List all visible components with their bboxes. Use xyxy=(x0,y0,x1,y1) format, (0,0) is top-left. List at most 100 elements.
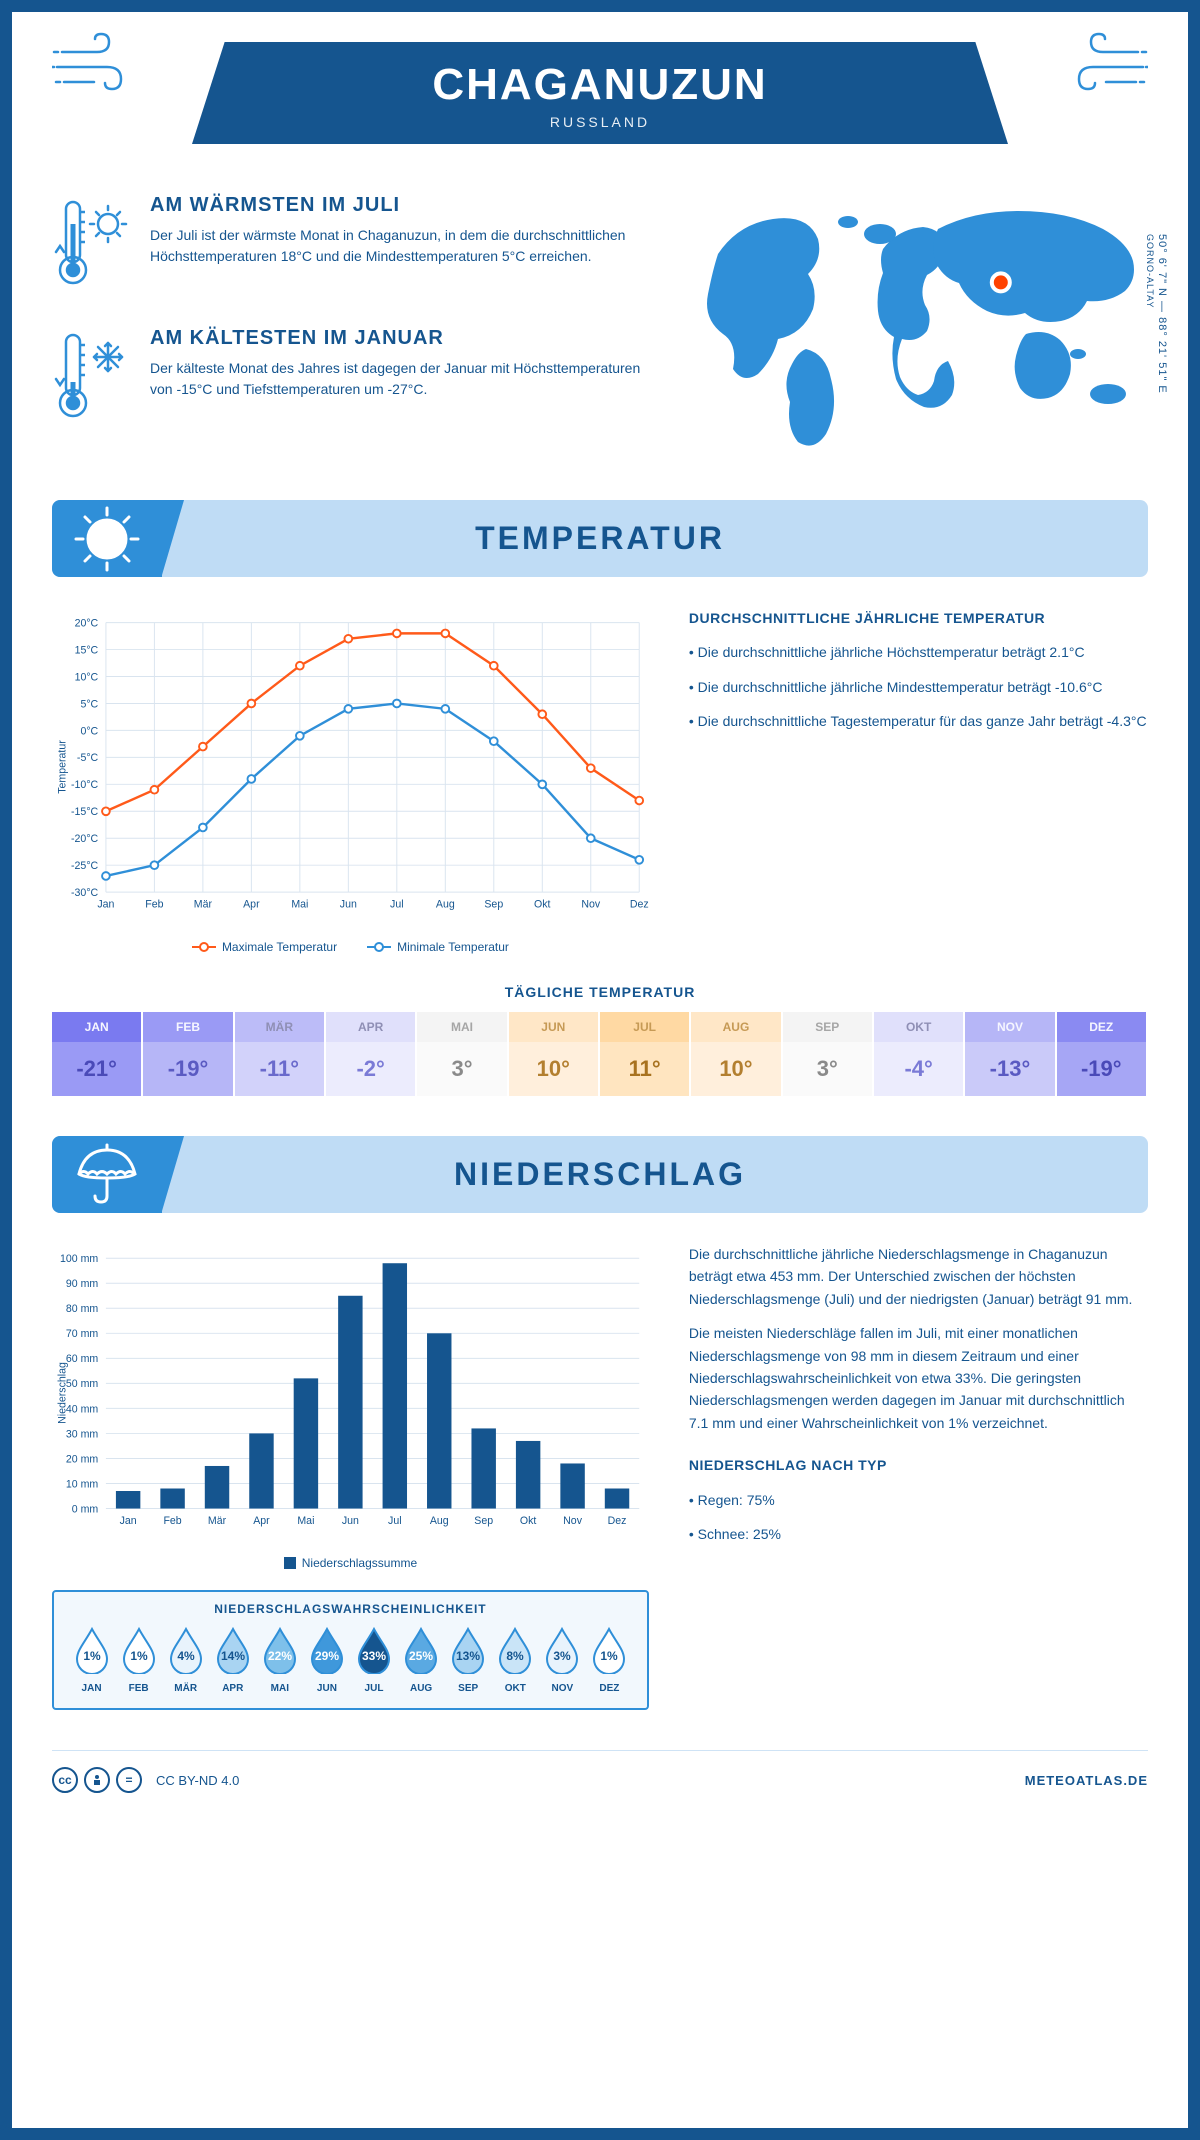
svg-text:5°C: 5°C xyxy=(80,698,98,710)
temp-cell: NOV -13° xyxy=(965,1012,1056,1096)
thermometer-sun-icon xyxy=(52,194,132,299)
svg-text:Dez: Dez xyxy=(608,1515,627,1527)
svg-text:60 mm: 60 mm xyxy=(66,1353,99,1365)
svg-text:Apr: Apr xyxy=(253,1515,270,1527)
svg-text:10°C: 10°C xyxy=(75,671,99,683)
svg-text:Jul: Jul xyxy=(390,899,404,911)
license-block: cc = CC BY-ND 4.0 xyxy=(52,1767,239,1793)
footer: cc = CC BY-ND 4.0 METEOATLAS.DE xyxy=(52,1750,1148,1793)
precip-text-col: Die durchschnittliche jährliche Niedersc… xyxy=(689,1243,1148,1710)
city-title: CHAGANUZUN xyxy=(192,60,1008,110)
temp-cell: AUG 10° xyxy=(691,1012,782,1096)
thermometer-snow-icon xyxy=(52,327,132,432)
wind-icon-right xyxy=(1048,32,1148,102)
svg-text:Okt: Okt xyxy=(534,899,551,911)
header: CHAGANUZUN RUSSLAND xyxy=(12,12,1188,164)
fact-cold-title: AM KÄLTESTEN IM JANUAR xyxy=(150,327,658,350)
svg-text:13%: 13% xyxy=(456,1649,480,1663)
svg-text:-10°C: -10°C xyxy=(71,779,99,791)
svg-text:Aug: Aug xyxy=(430,1515,449,1527)
temp-cell: OKT -4° xyxy=(874,1012,965,1096)
drop-item: 25% AUG xyxy=(398,1626,445,1694)
fact-warm-title: AM WÄRMSTEN IM JULI xyxy=(150,194,658,217)
raindrop-icon: 1% xyxy=(73,1626,111,1674)
fact-warm-text: Der Juli ist der wärmste Monat in Chagan… xyxy=(150,225,658,267)
svg-text:0 mm: 0 mm xyxy=(72,1503,99,1515)
title-ribbon: CHAGANUZUN RUSSLAND xyxy=(192,42,1008,144)
svg-text:Okt: Okt xyxy=(520,1515,537,1527)
precip-legend: Niederschlagssumme xyxy=(52,1556,649,1570)
precip-text-1: Die durchschnittliche jährliche Niedersc… xyxy=(689,1243,1148,1310)
precip-chart-col: 0 mm10 mm20 mm30 mm40 mm50 mm60 mm70 mm8… xyxy=(52,1243,649,1710)
raindrop-icon: 22% xyxy=(261,1626,299,1674)
temp-cell: MAI 3° xyxy=(417,1012,508,1096)
svg-text:Nov: Nov xyxy=(563,1515,583,1527)
svg-text:100 mm: 100 mm xyxy=(60,1253,98,1265)
drop-item: 4% MÄR xyxy=(162,1626,209,1694)
svg-text:40 mm: 40 mm xyxy=(66,1403,99,1415)
sun-icon xyxy=(52,500,162,577)
svg-text:Jun: Jun xyxy=(342,1515,359,1527)
svg-text:Niederschlag: Niederschlag xyxy=(56,1362,68,1424)
svg-text:Apr: Apr xyxy=(243,899,260,911)
svg-text:0°C: 0°C xyxy=(80,725,98,737)
svg-text:-15°C: -15°C xyxy=(71,806,99,818)
precip-content: 0 mm10 mm20 mm30 mm40 mm50 mm60 mm70 mm8… xyxy=(52,1243,1148,1710)
raindrop-icon: 1% xyxy=(120,1626,158,1674)
daily-temp-title: TÄGLICHE TEMPERATUR xyxy=(52,984,1148,1000)
temp-stats-title: DURCHSCHNITTLICHE JÄHRLICHE TEMPERATUR xyxy=(689,607,1148,629)
temperature-stats: DURCHSCHNITTLICHE JÄHRLICHE TEMPERATUR •… xyxy=(689,607,1148,954)
svg-text:Dez: Dez xyxy=(630,899,649,911)
svg-text:14%: 14% xyxy=(221,1649,245,1663)
svg-text:15°C: 15°C xyxy=(75,644,99,656)
drop-item: 13% SEP xyxy=(445,1626,492,1694)
drop-item: 1% FEB xyxy=(115,1626,162,1694)
fact-warmest: AM WÄRMSTEN IM JULI Der Juli ist der wär… xyxy=(52,194,658,299)
svg-text:Jul: Jul xyxy=(388,1515,402,1527)
coordinates-label: 50° 6' 7" N — 88° 21' 51" E GORNO-ALTAY xyxy=(1144,234,1168,394)
svg-text:Feb: Feb xyxy=(145,899,163,911)
temperature-chart: -30°C-25°C-20°C-15°C-10°C-5°C0°C5°C10°C1… xyxy=(52,607,649,954)
temp-bullet-0: • Die durchschnittliche jährliche Höchst… xyxy=(689,641,1148,663)
wind-icon-left xyxy=(52,32,152,102)
precip-type-1: • Schnee: 25% xyxy=(689,1523,1148,1545)
svg-text:80 mm: 80 mm xyxy=(66,1303,99,1315)
fact-cold-text: Der kälteste Monat des Jahres ist dagege… xyxy=(150,358,658,400)
svg-text:50 mm: 50 mm xyxy=(66,1378,99,1390)
svg-text:4%: 4% xyxy=(177,1649,195,1663)
svg-text:Feb: Feb xyxy=(163,1515,181,1527)
precip-drops-row: 1% JAN 1% FEB 4% MÄR 14% APR 22% xyxy=(68,1626,633,1694)
umbrella-icon xyxy=(52,1136,162,1213)
raindrop-icon: 13% xyxy=(449,1626,487,1674)
svg-text:Mai: Mai xyxy=(297,1515,314,1527)
svg-text:-30°C: -30°C xyxy=(71,887,99,899)
location-marker-icon xyxy=(992,273,1010,291)
facts-column: AM WÄRMSTEN IM JULI Der Juli ist der wär… xyxy=(52,194,658,460)
precip-type-0: • Regen: 75% xyxy=(689,1489,1148,1511)
svg-text:Mai: Mai xyxy=(291,899,308,911)
site-name: METEOATLAS.DE xyxy=(1025,1773,1148,1788)
page: CHAGANUZUN RUSSLAND xyxy=(0,0,1200,2140)
svg-text:33%: 33% xyxy=(362,1649,386,1663)
precip-banner: NIEDERSCHLAG xyxy=(52,1136,1148,1213)
temp-cell: JUL 11° xyxy=(600,1012,691,1096)
temp-cell: MÄR -11° xyxy=(235,1012,326,1096)
fact-coldest: AM KÄLTESTEN IM JANUAR Der kälteste Mona… xyxy=(52,327,658,432)
country-subtitle: RUSSLAND xyxy=(192,114,1008,130)
svg-text:Jan: Jan xyxy=(120,1515,137,1527)
svg-text:10 mm: 10 mm xyxy=(66,1478,99,1490)
drop-item: 14% APR xyxy=(209,1626,256,1694)
svg-text:-20°C: -20°C xyxy=(71,833,99,845)
svg-text:Mär: Mär xyxy=(208,1515,227,1527)
nd-icon: = xyxy=(116,1767,142,1793)
svg-text:20 mm: 20 mm xyxy=(66,1453,99,1465)
drop-item: 1% DEZ xyxy=(586,1626,633,1694)
svg-text:90 mm: 90 mm xyxy=(66,1278,99,1290)
svg-text:Sep: Sep xyxy=(484,899,503,911)
raindrop-icon: 3% xyxy=(543,1626,581,1674)
raindrop-icon: 29% xyxy=(308,1626,346,1674)
svg-text:-5°C: -5°C xyxy=(77,752,99,764)
drop-item: 29% JUN xyxy=(303,1626,350,1694)
svg-text:1%: 1% xyxy=(130,1649,148,1663)
temperature-banner: TEMPERATUR xyxy=(52,500,1148,577)
